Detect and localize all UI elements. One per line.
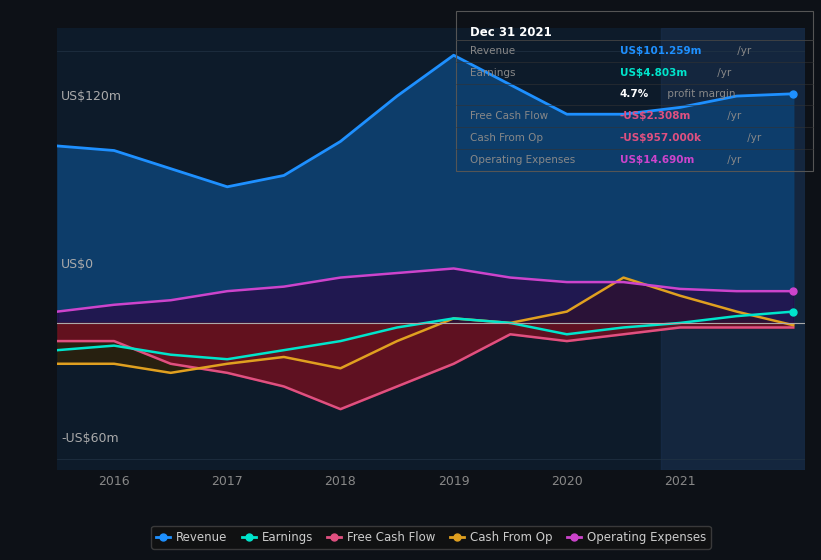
Text: Earnings: Earnings	[470, 68, 516, 78]
Text: US$14.690m: US$14.690m	[620, 155, 695, 165]
Text: /yr: /yr	[723, 111, 741, 122]
Text: Cash From Op: Cash From Op	[470, 133, 543, 143]
Text: /yr: /yr	[713, 68, 731, 78]
Text: Revenue: Revenue	[470, 46, 515, 56]
Text: Dec 31 2021: Dec 31 2021	[470, 26, 552, 39]
Text: /yr: /yr	[723, 155, 741, 165]
Text: -US$2.308m: -US$2.308m	[620, 111, 691, 122]
Text: -US$957.000k: -US$957.000k	[620, 133, 702, 143]
Text: Operating Expenses: Operating Expenses	[470, 155, 576, 165]
Text: /yr: /yr	[733, 46, 750, 56]
Text: profit margin: profit margin	[663, 90, 735, 100]
Text: Free Cash Flow: Free Cash Flow	[470, 111, 548, 122]
Bar	[661, 28, 805, 470]
Text: /yr: /yr	[744, 133, 761, 143]
Text: -US$60m: -US$60m	[62, 432, 119, 445]
Text: US$120m: US$120m	[62, 90, 122, 103]
Text: US$0: US$0	[62, 258, 94, 271]
Legend: Revenue, Earnings, Free Cash Flow, Cash From Op, Operating Expenses: Revenue, Earnings, Free Cash Flow, Cash …	[151, 526, 711, 549]
Text: US$101.259m: US$101.259m	[620, 46, 701, 56]
Text: 4.7%: 4.7%	[620, 90, 649, 100]
Text: US$4.803m: US$4.803m	[620, 68, 687, 78]
